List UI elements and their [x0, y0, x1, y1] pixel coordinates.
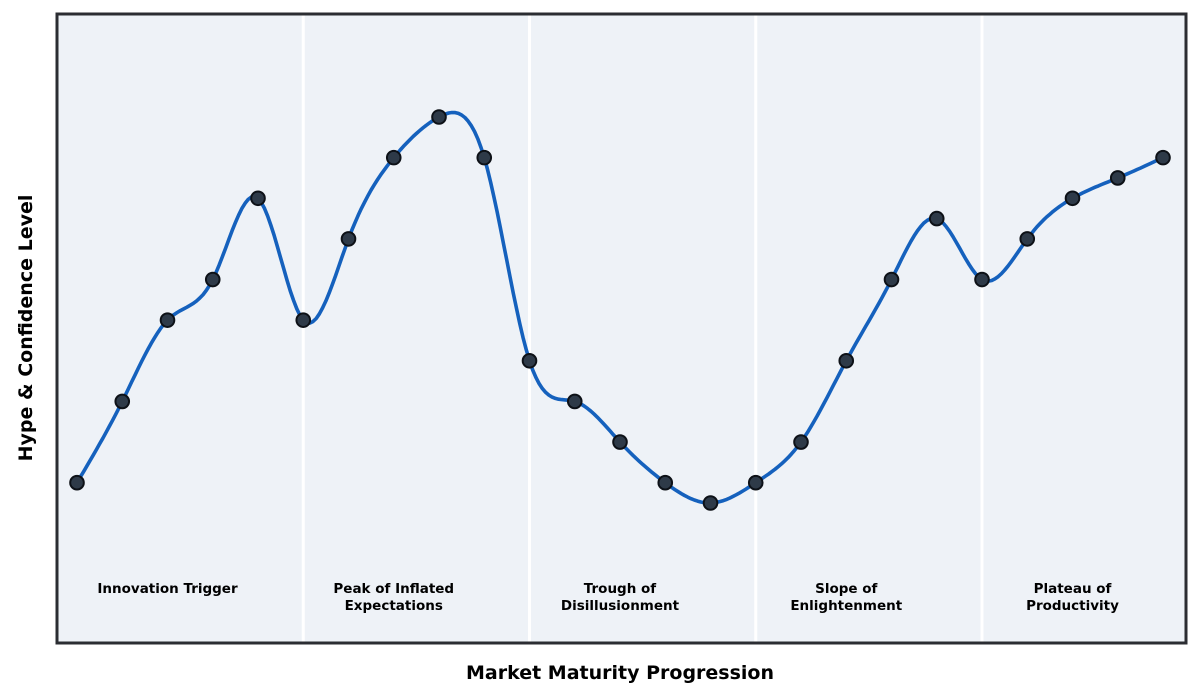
data-point-marker	[928, 210, 945, 227]
data-point-marker	[702, 495, 719, 511]
data-point-marker	[476, 149, 493, 166]
phase-label-line: Innovation Trigger	[97, 581, 238, 597]
plot-border	[55, 12, 1188, 645]
data-point-marker	[612, 434, 628, 450]
data-point-marker	[883, 271, 900, 288]
phase-label-plateau-of-productivity: Plateau of Productivity	[1026, 581, 1119, 615]
data-point-marker	[974, 271, 990, 288]
data-point-marker	[250, 190, 266, 207]
data-point-marker	[566, 393, 583, 410]
data-point-marker	[204, 271, 221, 288]
plot-background	[57, 14, 1186, 643]
phase-label-line: Disillusionment	[560, 598, 680, 614]
data-point-marker	[431, 109, 447, 125]
data-point-marker	[385, 149, 402, 166]
data-point-marker	[657, 474, 674, 491]
phase-label-line: Peak of Inflated	[333, 581, 455, 597]
phase-label-line: Trough of	[583, 581, 657, 597]
phase-label-trough-of-disillusionment: Trough of Disillusionment	[561, 581, 679, 615]
data-point-marker	[838, 352, 855, 369]
phase-label-line: Slope of	[815, 581, 878, 597]
x-axis-label: Market Maturity Progression	[465, 662, 775, 684]
phase-label-line: Expectations	[344, 598, 443, 614]
data-point-marker	[1019, 231, 1036, 247]
phase-label-line: Plateau of	[1033, 581, 1112, 597]
phase-label-line: Enlightenment	[790, 598, 903, 614]
data-point-marker	[69, 474, 85, 491]
data-point-marker	[1064, 190, 1081, 207]
data-point-marker	[521, 352, 538, 369]
phase-label-innovation-trigger: Innovation Trigger	[97, 581, 237, 598]
data-point-marker	[747, 474, 764, 491]
data-point-marker	[114, 393, 131, 410]
data-point-marker	[340, 231, 357, 247]
phase-label-slope-of-enlightenment: Slope of Enlightenment	[790, 581, 902, 615]
data-point-marker	[159, 312, 176, 328]
data-point-marker	[793, 434, 809, 450]
phase-label-line: Productivity	[1026, 598, 1119, 614]
data-point-marker	[1109, 170, 1126, 186]
y-axis-label: Hype & Confidence Level	[15, 194, 37, 462]
data-point-marker	[295, 312, 312, 328]
phase-label-peak-of-inflated-expectations: Peak of Inflated Expectations	[333, 581, 454, 615]
data-point-marker	[1155, 149, 1171, 166]
